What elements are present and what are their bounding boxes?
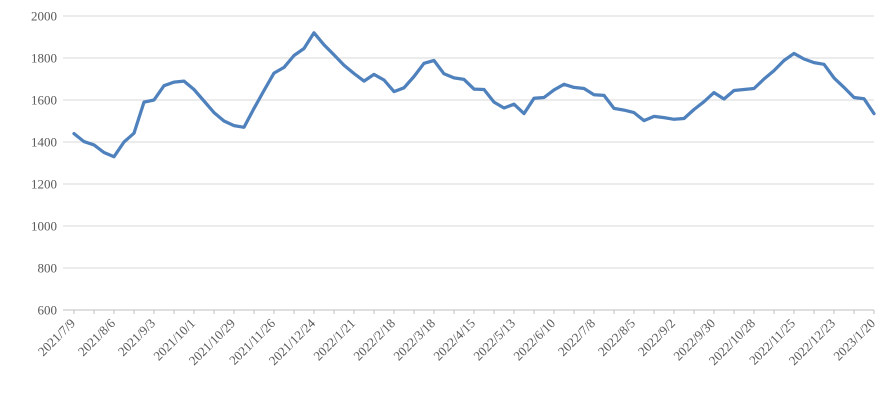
y-axis-label: 2000 [31, 9, 57, 24]
x-axis-label: 2022/3/18 [390, 316, 438, 364]
y-axis-label: 1400 [31, 135, 57, 150]
x-axis-label: 2022/5/13 [470, 316, 518, 364]
y-axis-label: 600 [38, 303, 58, 318]
gridlines [63, 15, 874, 269]
x-axis-label: 2022/4/15 [430, 316, 478, 364]
x-axis-label: 2021/8/6 [75, 315, 119, 359]
x-axis-label: 2022/6/10 [510, 316, 558, 364]
x-axis-label: 2023/1/20 [830, 316, 878, 364]
x-axis-label: 2021/7/9 [35, 316, 78, 359]
x-axis-label: 2022/2/18 [350, 316, 398, 364]
series-line [72, 31, 876, 159]
x-axis-ticks [73, 310, 875, 314]
x-axis-label: 2022/8/5 [595, 316, 638, 359]
y-axis-label: 1600 [31, 93, 57, 108]
x-axis-label: 2022/1/21 [310, 316, 358, 364]
x-axis-label: 2022/7/8 [555, 316, 598, 359]
y-axis-labels: 2000 1800 1600 1400 1200 1000 800 600 [31, 9, 57, 318]
y-axis-label: 1000 [31, 219, 57, 234]
x-axis-labels: 2021/7/92021/8/62021/9/32021/10/12021/10… [35, 315, 878, 368]
y-axis-label: 1800 [31, 51, 57, 66]
y-axis-label: 1200 [31, 177, 57, 192]
y-axis-label: 800 [38, 261, 58, 276]
